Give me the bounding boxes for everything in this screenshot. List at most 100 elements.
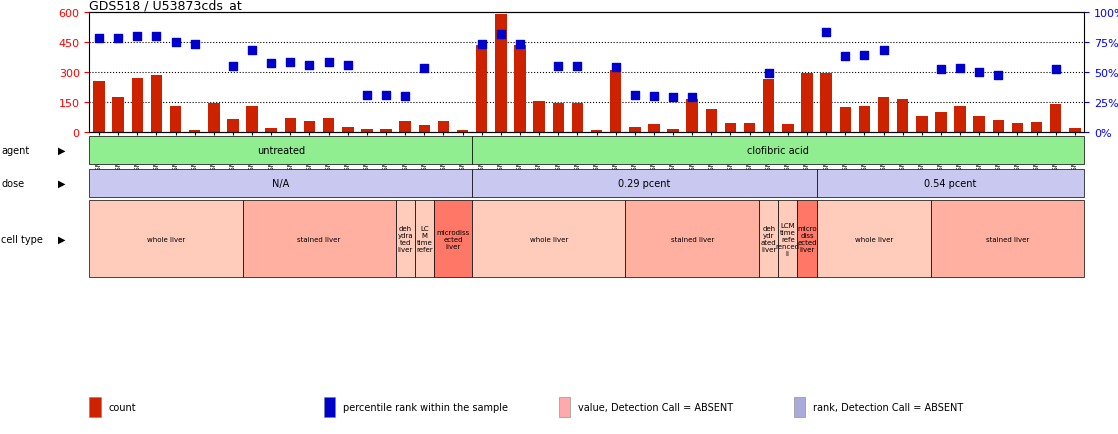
Bar xyxy=(931,201,1084,278)
Bar xyxy=(783,125,794,132)
Bar xyxy=(686,99,698,132)
Bar xyxy=(476,46,487,132)
Bar xyxy=(667,129,679,132)
Bar xyxy=(533,102,544,132)
Bar xyxy=(571,104,584,132)
Text: agent: agent xyxy=(1,146,29,156)
Bar xyxy=(1031,122,1042,132)
Point xyxy=(301,62,319,69)
Bar xyxy=(897,99,909,132)
Point xyxy=(874,48,892,55)
Bar xyxy=(993,121,1004,132)
Bar xyxy=(396,201,415,278)
Bar xyxy=(265,128,277,132)
Bar xyxy=(246,106,258,132)
Point xyxy=(282,60,300,67)
Bar xyxy=(472,201,625,278)
Point xyxy=(339,62,357,69)
Bar xyxy=(89,201,243,278)
Text: micro
diss
ected
liver: micro diss ected liver xyxy=(797,226,817,253)
Bar xyxy=(495,15,506,132)
Point xyxy=(224,63,241,70)
Bar xyxy=(227,119,239,132)
Point xyxy=(320,60,338,67)
Text: 0.54 pcent: 0.54 pcent xyxy=(925,178,977,188)
Text: whole liver: whole liver xyxy=(855,236,893,242)
Point xyxy=(358,92,376,99)
Text: ▶: ▶ xyxy=(58,178,65,188)
Bar xyxy=(916,116,928,132)
Point xyxy=(243,48,260,55)
Bar xyxy=(794,397,805,417)
Point xyxy=(167,39,184,46)
Bar xyxy=(802,74,813,132)
Bar xyxy=(552,104,563,132)
Text: untreated: untreated xyxy=(257,146,305,156)
Bar xyxy=(243,201,396,278)
Text: stained liver: stained liver xyxy=(297,236,341,242)
Point xyxy=(91,36,108,43)
Bar xyxy=(974,116,985,132)
Bar xyxy=(361,129,372,132)
Bar xyxy=(342,128,353,132)
Point xyxy=(951,66,969,72)
Bar xyxy=(724,123,737,132)
Bar xyxy=(955,106,966,132)
Bar xyxy=(629,128,641,132)
Bar xyxy=(648,125,660,132)
Bar xyxy=(113,98,124,132)
Bar xyxy=(625,201,759,278)
Bar xyxy=(418,125,430,132)
Point xyxy=(607,65,625,72)
Bar xyxy=(559,397,570,417)
Bar xyxy=(89,397,101,417)
Point xyxy=(148,33,165,40)
Text: whole liver: whole liver xyxy=(530,236,568,242)
Point xyxy=(836,54,854,61)
Bar xyxy=(380,129,391,132)
Bar xyxy=(89,137,472,165)
Point xyxy=(970,69,988,76)
Point xyxy=(683,94,701,101)
Bar xyxy=(472,137,1084,165)
Text: GDS518 / U53873cds_at: GDS518 / U53873cds_at xyxy=(89,0,243,12)
Bar xyxy=(878,98,889,132)
Point xyxy=(989,73,1007,80)
Bar xyxy=(285,118,296,132)
Bar xyxy=(93,82,105,132)
Bar xyxy=(132,79,143,132)
Point xyxy=(473,42,491,49)
Bar xyxy=(1050,105,1061,132)
Point xyxy=(416,66,434,72)
Text: whole liver: whole liver xyxy=(146,236,186,242)
Bar xyxy=(151,76,162,132)
Point xyxy=(263,61,281,68)
Bar xyxy=(759,201,778,278)
Bar xyxy=(610,71,622,132)
Bar xyxy=(762,80,775,132)
Text: ▶: ▶ xyxy=(58,146,65,156)
Text: stained liver: stained liver xyxy=(671,236,713,242)
Bar xyxy=(514,46,525,132)
Bar xyxy=(816,201,931,278)
Point xyxy=(932,67,950,74)
Text: LCM
time
refe
renced
li: LCM time refe renced li xyxy=(776,222,799,256)
Bar xyxy=(859,106,870,132)
Bar xyxy=(821,74,832,132)
Text: cell type: cell type xyxy=(1,234,42,244)
Text: clofibric acid: clofibric acid xyxy=(747,146,809,156)
Point xyxy=(129,33,146,40)
Point xyxy=(760,70,778,77)
Point xyxy=(511,42,529,49)
Bar xyxy=(936,112,947,132)
Point xyxy=(626,92,644,99)
Text: deh
ydr
ated
liver: deh ydr ated liver xyxy=(761,226,777,253)
Bar xyxy=(434,201,472,278)
Bar xyxy=(1069,128,1081,132)
Point xyxy=(492,31,510,38)
Bar xyxy=(304,122,315,132)
Bar xyxy=(472,169,816,197)
Bar xyxy=(438,122,449,132)
Bar xyxy=(399,122,411,132)
Bar xyxy=(778,201,797,278)
